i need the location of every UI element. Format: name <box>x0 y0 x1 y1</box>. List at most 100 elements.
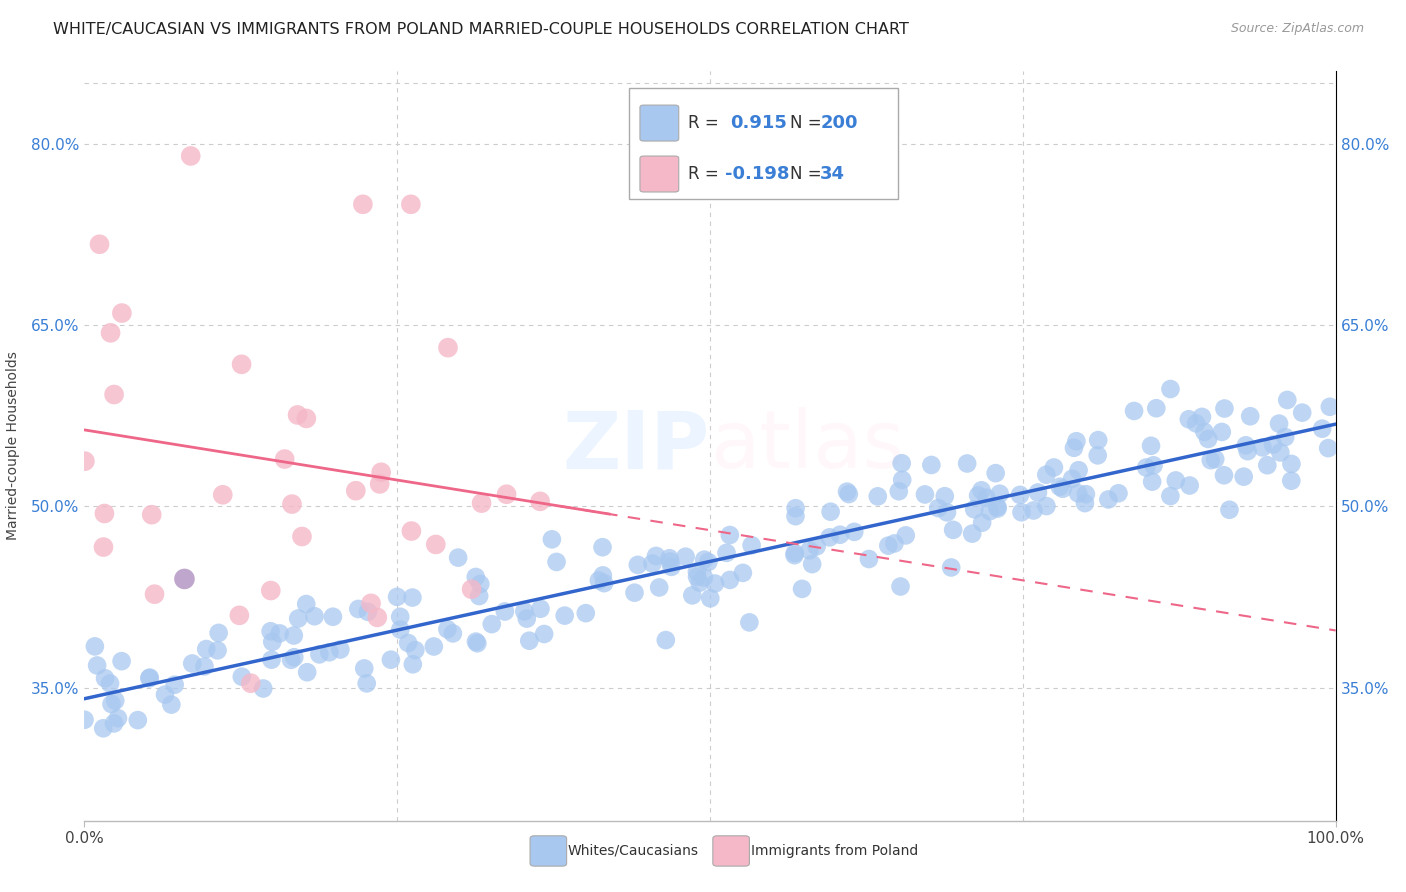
Point <box>891 473 914 487</box>
Point <box>889 580 911 594</box>
Text: -0.198: -0.198 <box>725 165 790 183</box>
Text: Whites/Caucasians: Whites/Caucasians <box>568 844 699 858</box>
Point <box>785 501 807 516</box>
Point <box>699 591 721 606</box>
Point <box>627 558 650 572</box>
Point <box>783 548 806 562</box>
Point <box>835 484 858 499</box>
Point <box>790 582 813 596</box>
Point <box>716 546 738 560</box>
Point <box>467 636 489 650</box>
Point <box>1268 417 1291 431</box>
Point <box>1199 453 1222 467</box>
Point <box>380 653 402 667</box>
Point <box>718 573 741 587</box>
Point <box>686 570 709 584</box>
Point <box>1185 417 1208 431</box>
Point <box>107 711 129 725</box>
Point <box>291 529 314 543</box>
Point <box>1063 441 1085 455</box>
Point <box>318 645 340 659</box>
Point <box>1022 503 1045 517</box>
Point <box>1135 460 1157 475</box>
Point <box>100 697 122 711</box>
Point <box>283 650 305 665</box>
Point <box>934 489 956 503</box>
Point <box>441 626 464 640</box>
Point <box>385 590 408 604</box>
Point <box>1026 485 1049 500</box>
Point <box>259 624 281 639</box>
Point <box>401 591 423 605</box>
Point <box>260 653 283 667</box>
Point <box>304 609 326 624</box>
Point <box>464 570 486 584</box>
Point <box>141 508 163 522</box>
Point <box>1159 489 1181 503</box>
Point <box>366 610 388 624</box>
Point <box>659 554 682 568</box>
Text: N =: N = <box>790 114 821 132</box>
Point <box>356 676 378 690</box>
Point <box>575 606 598 620</box>
Point <box>280 653 302 667</box>
FancyBboxPatch shape <box>640 156 679 192</box>
Point <box>1261 437 1284 451</box>
Point <box>1035 467 1057 482</box>
Point <box>103 716 125 731</box>
Point <box>1107 486 1129 500</box>
Point <box>138 671 160 685</box>
Point <box>228 608 250 623</box>
Point <box>471 496 494 510</box>
Point <box>887 484 910 499</box>
Point <box>163 678 186 692</box>
Point <box>399 197 422 211</box>
Point <box>127 713 149 727</box>
Point <box>1204 452 1226 467</box>
Point <box>956 457 979 471</box>
Point <box>936 505 959 519</box>
Point <box>1218 503 1240 517</box>
Point <box>517 633 540 648</box>
Point <box>1239 409 1261 424</box>
Point <box>396 636 419 650</box>
FancyBboxPatch shape <box>640 105 679 141</box>
Point <box>976 491 998 505</box>
Point <box>1213 468 1236 483</box>
Point <box>1319 400 1341 414</box>
Point <box>481 617 503 632</box>
Point <box>173 572 195 586</box>
Point <box>1067 486 1090 500</box>
Point <box>404 643 426 657</box>
Point <box>401 524 423 538</box>
Point <box>287 408 309 422</box>
Point <box>658 551 681 566</box>
Point <box>894 528 917 542</box>
Point <box>533 627 555 641</box>
Text: N =: N = <box>790 165 821 183</box>
Point <box>838 487 860 501</box>
Point <box>308 648 330 662</box>
Point <box>73 454 96 468</box>
Point <box>207 643 229 657</box>
Point <box>592 540 614 554</box>
Point <box>460 582 482 597</box>
Point <box>920 458 942 472</box>
Point <box>295 411 318 425</box>
Point <box>960 526 983 541</box>
Point <box>941 560 963 574</box>
Point <box>239 676 262 690</box>
Point <box>731 566 754 580</box>
Y-axis label: Married-couple Households: Married-couple Households <box>6 351 20 541</box>
Point <box>546 555 568 569</box>
Point <box>370 465 392 479</box>
Point <box>1087 433 1109 447</box>
Point <box>588 574 610 588</box>
Point <box>783 546 806 560</box>
Point <box>987 501 1010 516</box>
Point <box>877 539 900 553</box>
Point <box>828 527 851 541</box>
Text: 200: 200 <box>820 114 858 132</box>
Point <box>468 589 491 603</box>
Point <box>697 555 720 569</box>
